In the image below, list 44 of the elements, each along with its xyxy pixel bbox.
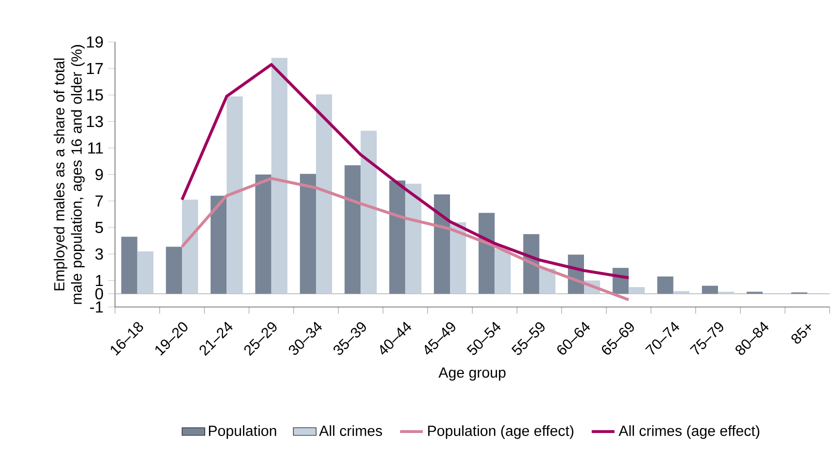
y-tick-label: 13 bbox=[87, 116, 103, 128]
line-series bbox=[180, 63, 630, 280]
y-tick-label: 1 bbox=[96, 275, 103, 286]
bar bbox=[450, 222, 466, 294]
bar bbox=[226, 96, 243, 294]
bar bbox=[255, 174, 272, 294]
bar bbox=[316, 94, 332, 294]
bar bbox=[702, 286, 718, 294]
y-tick-label: 15 bbox=[87, 89, 103, 101]
y-tick-label: 9 bbox=[95, 168, 103, 180]
bar bbox=[673, 291, 690, 294]
line-series bbox=[180, 177, 630, 302]
y-tick-label: 17 bbox=[87, 63, 103, 74]
bar bbox=[210, 196, 227, 294]
y-tick-label: 0 bbox=[95, 288, 104, 300]
bar bbox=[182, 200, 198, 294]
y-tick-label: 5 bbox=[95, 222, 103, 234]
legend-label: All crimes (age effect) bbox=[618, 425, 760, 439]
bar bbox=[300, 174, 316, 294]
legend-label: Population bbox=[208, 425, 276, 439]
bar bbox=[405, 184, 422, 294]
y-axis-title: Employed males as a share of total male population, ages 16 and older (%) bbox=[54, 45, 85, 304]
y-tick-label: 3 bbox=[95, 248, 103, 260]
bar bbox=[389, 180, 406, 294]
y-tick-label: 19 bbox=[87, 36, 103, 48]
bar bbox=[494, 248, 511, 294]
bar bbox=[166, 246, 182, 294]
bar bbox=[434, 194, 450, 294]
bar bbox=[360, 130, 377, 294]
bar bbox=[478, 212, 495, 294]
legend-label: Population (age effect) bbox=[428, 425, 574, 439]
bar bbox=[137, 251, 154, 294]
bar bbox=[628, 287, 645, 294]
bar bbox=[657, 276, 674, 294]
legend-label: All crimes bbox=[319, 425, 382, 436]
x-tick-label: 85+ bbox=[791, 324, 812, 344]
y-tick-label: 11 bbox=[88, 142, 103, 154]
bar bbox=[121, 236, 138, 294]
y-tick-label: 7 bbox=[96, 196, 103, 207]
bar bbox=[344, 165, 361, 294]
bar bbox=[539, 268, 556, 294]
y-tick-label: -1 bbox=[90, 302, 103, 313]
x-axis-title: Age group bbox=[438, 368, 506, 381]
bar bbox=[271, 58, 288, 294]
